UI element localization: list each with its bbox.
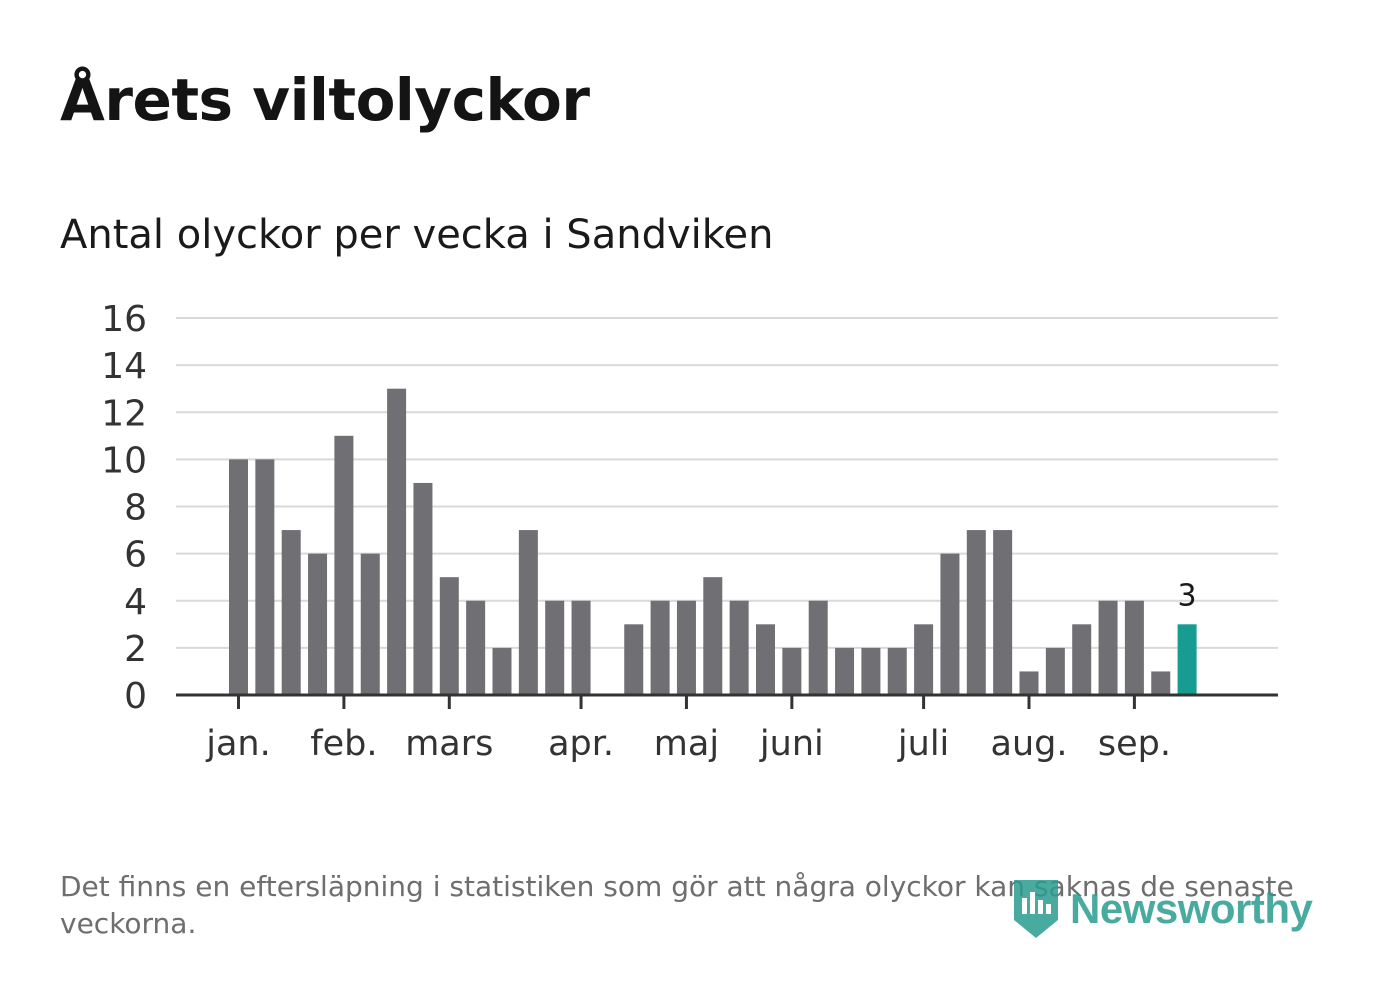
bar bbox=[914, 624, 934, 695]
bar bbox=[281, 530, 301, 695]
bar bbox=[492, 647, 512, 695]
bar bbox=[1019, 671, 1039, 695]
footnote: Det finns en eftersläpning i statistiken… bbox=[60, 870, 1294, 940]
bar bbox=[334, 435, 354, 695]
bar bbox=[782, 647, 802, 695]
bar bbox=[466, 600, 486, 695]
bar bbox=[676, 600, 696, 695]
bar bbox=[360, 553, 380, 695]
y-tick-label: 4 bbox=[124, 582, 147, 623]
bar-highlight bbox=[1177, 624, 1197, 695]
bar bbox=[1098, 600, 1118, 695]
x-tick-label: juni bbox=[759, 724, 824, 764]
bar bbox=[387, 388, 407, 695]
chart-subtitle: Antal olyckor per vecka i Sandviken bbox=[60, 212, 774, 258]
bar bbox=[518, 530, 538, 695]
y-tick-label: 6 bbox=[124, 535, 147, 576]
newsworthy-logo: Newsworthy bbox=[1010, 876, 1313, 942]
y-tick-label: 14 bbox=[101, 346, 147, 387]
bar bbox=[1072, 624, 1092, 695]
x-tick-label: aug. bbox=[991, 724, 1068, 764]
y-tick-label: 16 bbox=[101, 299, 147, 340]
bar bbox=[835, 647, 855, 695]
bar bbox=[993, 530, 1013, 695]
y-tick-label: 12 bbox=[101, 393, 147, 434]
data-label: 3 bbox=[1178, 578, 1197, 613]
x-tick-label: maj bbox=[654, 724, 719, 764]
newsworthy-logo-icon bbox=[1014, 880, 1058, 938]
x-tick-label: jan. bbox=[205, 724, 270, 764]
y-tick-label: 0 bbox=[124, 676, 147, 717]
bar bbox=[966, 530, 986, 695]
y-tick-label: 10 bbox=[101, 440, 147, 481]
bar bbox=[703, 577, 723, 695]
bar bbox=[650, 600, 670, 695]
bar bbox=[756, 624, 775, 695]
bar bbox=[308, 553, 328, 695]
bar bbox=[861, 647, 881, 695]
x-tick-label: sep. bbox=[1098, 724, 1171, 764]
bar bbox=[1124, 600, 1144, 695]
bar bbox=[545, 600, 565, 695]
bar bbox=[887, 647, 907, 695]
x-tick-label: feb. bbox=[310, 724, 377, 764]
bar bbox=[571, 600, 591, 695]
bar bbox=[940, 553, 960, 695]
y-tick-label: 2 bbox=[124, 629, 147, 670]
x-tick-label: apr. bbox=[548, 724, 614, 764]
chart-title: Årets viltolyckor bbox=[60, 66, 590, 134]
x-tick-label: mars bbox=[405, 724, 493, 764]
bar bbox=[255, 459, 275, 695]
bar bbox=[624, 624, 644, 695]
bar bbox=[729, 600, 749, 695]
bar bbox=[439, 577, 459, 695]
bar bbox=[1151, 671, 1171, 695]
logo-text: Newsworthy bbox=[1070, 885, 1313, 932]
y-tick-label: 8 bbox=[124, 488, 147, 529]
x-tick-label: juli bbox=[897, 724, 949, 764]
bar bbox=[413, 482, 433, 695]
bar bbox=[1045, 647, 1065, 695]
bar bbox=[229, 459, 248, 695]
bar bbox=[808, 600, 828, 695]
